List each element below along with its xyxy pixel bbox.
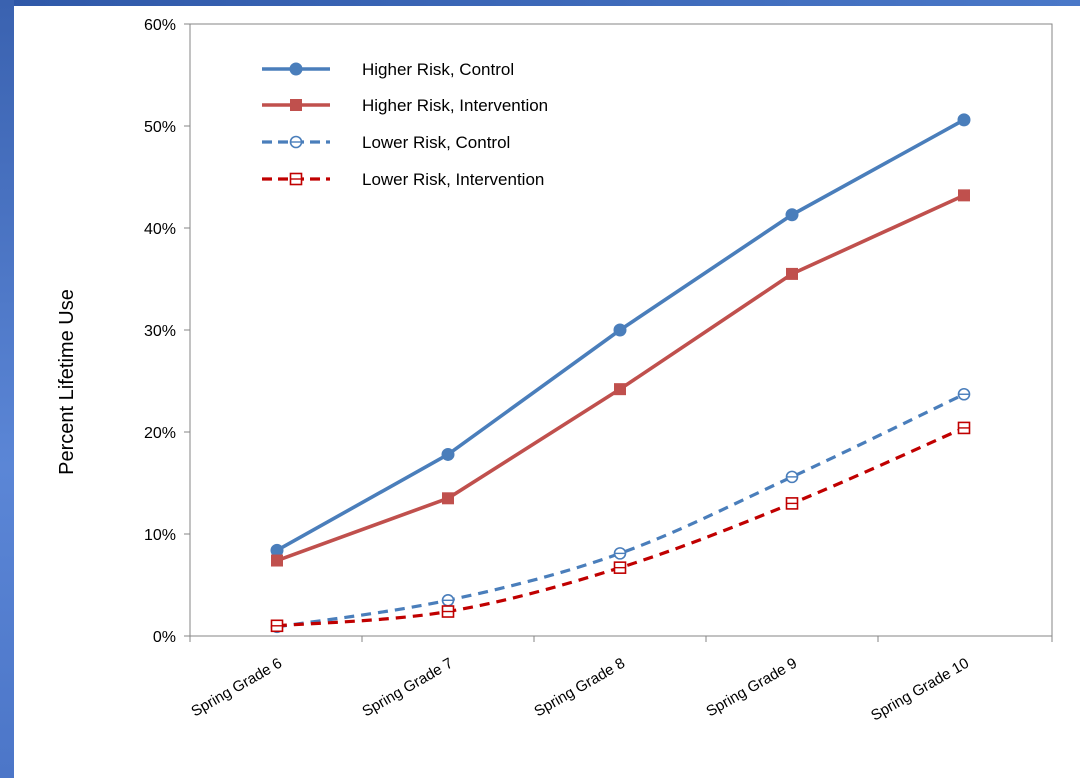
x-category-label: Spring Grade 9 [703,655,800,721]
marker-higher-risk-intervention [614,383,626,396]
legend-item-lower-risk-intervention: Lower Risk, Intervention [262,170,544,189]
marker-higher-risk-control [785,208,799,222]
legend-swatch-marker [289,135,303,149]
y-tick-label: 60% [144,17,176,34]
legend-label: Higher Risk, Intervention [362,96,548,115]
x-category-label: Spring Grade 10 [868,655,972,725]
legend-label: Higher Risk, Control [362,60,514,79]
legend-item-higher-risk-control: Higher Risk, Control [262,60,514,79]
y-tick-label: 50% [144,119,176,136]
marker-lower-risk-intervention [270,619,284,633]
marker-lower-risk-intervention [957,421,971,435]
marker-higher-risk-intervention [271,554,283,567]
y-tick-label: 20% [144,425,176,442]
marker-lower-risk-control [785,470,799,484]
y-tick-label: 0% [153,629,176,646]
marker-higher-risk-control [613,323,627,337]
marker-higher-risk-control [441,447,455,461]
marker-higher-risk-intervention [786,267,798,280]
marker-lower-risk-control [613,547,627,560]
slide-left-band [0,0,14,778]
legend-label: Lower Risk, Intervention [362,170,544,189]
series-line [276,426,965,628]
marker-lower-risk-intervention [785,497,799,510]
y-axis-label: Percent Lifetime Use [56,289,78,475]
y-tick-label: 40% [144,221,176,238]
x-category-label: Spring Grade 6 [188,655,285,721]
y-axis-ticks: 0% 10% 20% 30% 40% 50% 60% [144,17,190,646]
y-tick-label: 30% [144,323,176,340]
x-category-label: Spring Grade 7 [359,655,456,721]
y-tick-label: 10% [144,527,176,544]
marker-higher-risk-intervention [958,189,970,202]
legend-label: Lower Risk, Control [362,133,510,152]
series-higher-risk-intervention [271,189,970,567]
series-lower-risk-intervention [270,421,971,633]
marker-higher-risk-control [957,113,971,127]
slide-top-band [0,0,1080,6]
x-axis-ticks: Spring Grade 6 Spring Grade 7 Spring Grade… [188,636,1053,725]
legend-swatch-marker [289,172,303,186]
marker-lower-risk-control [441,593,455,607]
marker-lower-risk-intervention [441,605,455,618]
marker-lower-risk-control [957,387,971,401]
series-higher-risk-control [270,113,971,557]
legend-swatch-marker [289,62,303,76]
legend-swatch-marker [290,99,302,111]
series-lower-risk-control [270,387,971,634]
series-layer [270,113,971,634]
legend-item-lower-risk-control: Lower Risk, Control [262,133,510,152]
legend: Higher Risk, Control Higher Risk, Interve… [262,60,548,189]
series-line [276,392,965,629]
marker-higher-risk-intervention [442,492,454,505]
series-line [275,193,966,563]
marker-lower-risk-intervention [613,561,627,574]
legend-item-higher-risk-intervention: Higher Risk, Intervention [262,96,548,115]
x-category-label: Spring Grade 8 [531,655,628,721]
